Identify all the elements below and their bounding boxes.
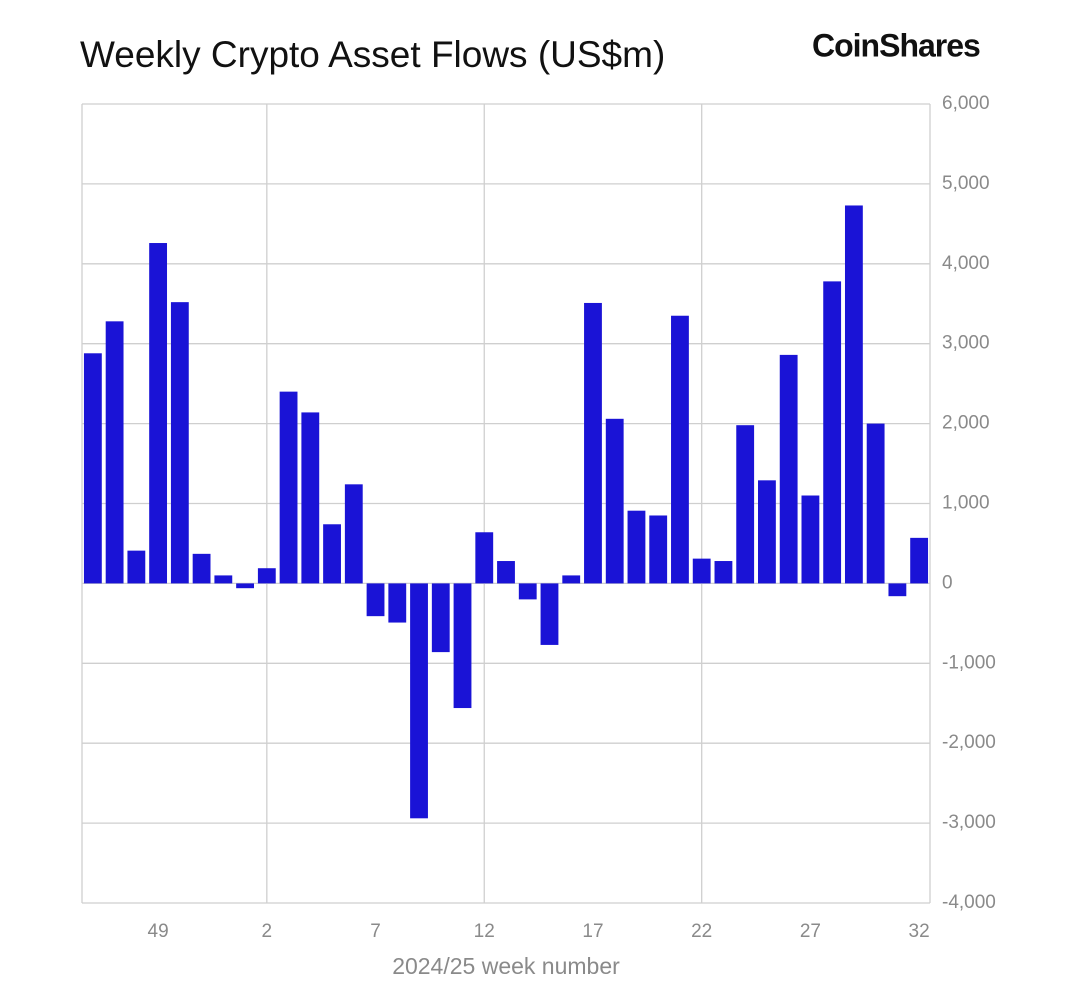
bar	[192, 553, 211, 584]
x-axis-label: 2024/25 week number	[392, 953, 620, 979]
bar	[540, 583, 559, 645]
bar	[584, 302, 602, 584]
bar	[605, 418, 624, 584]
bar	[736, 425, 755, 584]
bar	[866, 423, 885, 584]
y-tick-label: 5,000	[942, 173, 990, 194]
x-tick-label: 27	[800, 921, 821, 942]
bar	[236, 583, 254, 589]
x-tick-label: 22	[691, 921, 712, 942]
y-tick-label: 4,000	[942, 253, 990, 274]
x-tick-label: 7	[370, 921, 381, 942]
x-tick-label: 12	[474, 921, 495, 942]
bar	[758, 480, 776, 584]
bar	[823, 281, 842, 584]
bar	[410, 583, 428, 819]
bar	[105, 321, 124, 584]
y-tick-label: -1,000	[942, 652, 996, 673]
y-tick-label: 0	[942, 572, 953, 593]
bar	[83, 353, 102, 584]
bar	[779, 354, 798, 584]
y-tick-label: 2,000	[942, 413, 990, 434]
chart-title: Weekly Crypto Asset Flows (US$m)	[80, 34, 665, 75]
y-tick-label: 1,000	[942, 493, 990, 514]
x-tick-label: 17	[582, 921, 603, 942]
bar	[431, 583, 450, 653]
x-tick-label: 49	[148, 921, 169, 942]
bar	[301, 412, 320, 584]
y-tick-label: -2,000	[942, 732, 996, 753]
bar	[388, 583, 407, 623]
x-tick-label: 2	[262, 921, 273, 942]
bar	[257, 568, 276, 584]
bar	[910, 537, 929, 584]
y-tick-label: 3,000	[942, 333, 990, 354]
bar	[323, 524, 341, 584]
y-tick-label: -4,000	[942, 892, 996, 913]
bar	[692, 558, 711, 584]
bar	[888, 583, 907, 597]
bar	[497, 561, 515, 584]
bar	[453, 583, 472, 709]
bar	[801, 495, 820, 584]
bar	[127, 550, 146, 584]
bar	[279, 391, 298, 584]
bar	[366, 583, 385, 617]
bar	[344, 484, 363, 584]
bar	[562, 575, 581, 584]
bar	[671, 315, 689, 584]
bar	[149, 243, 168, 584]
y-tick-label: -3,000	[942, 812, 996, 833]
bar	[649, 515, 668, 584]
bar	[714, 561, 733, 584]
bar	[214, 575, 233, 584]
brand-logo: CoinShares	[812, 27, 980, 63]
x-tick-label: 32	[909, 921, 930, 942]
bar	[475, 532, 494, 584]
bar	[170, 302, 189, 584]
y-tick-label: 6,000	[942, 93, 990, 114]
bar	[844, 205, 863, 584]
bar	[518, 583, 537, 600]
bar	[627, 510, 646, 584]
